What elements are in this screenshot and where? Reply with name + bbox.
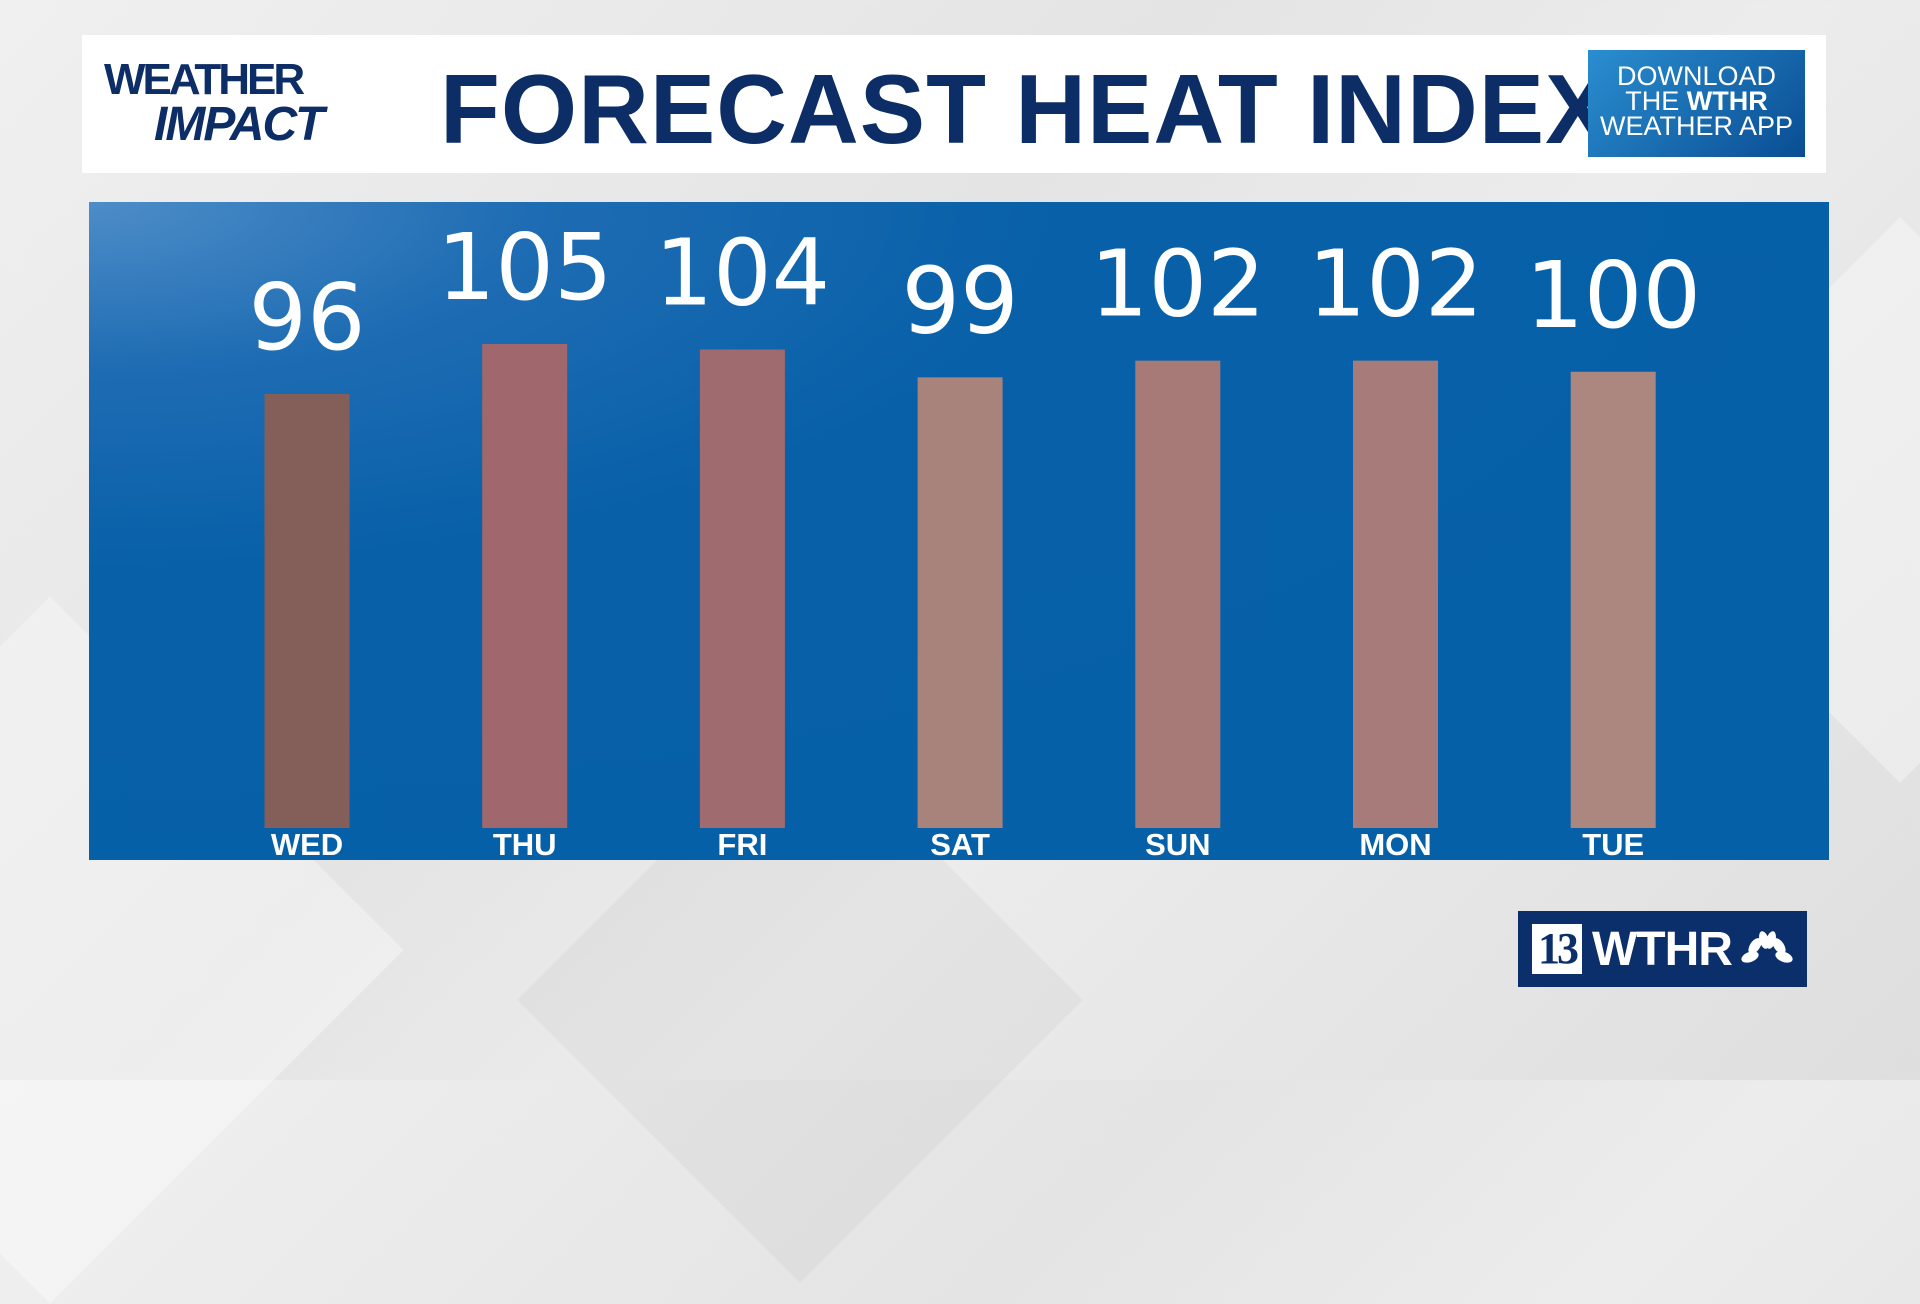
peacock-icon (1741, 931, 1793, 963)
bar-wed (264, 394, 350, 828)
day-label: SAT (930, 827, 990, 860)
bar-sat (917, 377, 1003, 828)
station-name: WTHR (1592, 923, 1733, 976)
page-title: FORECAST HEAT INDEX (440, 54, 1612, 164)
channel-number: 13 (1532, 924, 1582, 974)
download-line2b: WTHR (1686, 86, 1768, 116)
day-label: THU (493, 827, 557, 860)
value-label: 96 (248, 264, 365, 371)
download-line1: DOWNLOAD (1616, 61, 1776, 91)
day-label: MON (1359, 827, 1431, 860)
logo-line1: WEATHER (104, 55, 305, 104)
day-label: FRI (717, 827, 767, 860)
download-line3: WEATHER APP (1599, 111, 1794, 141)
header-bar: WEATHER IMPACT FORECAST HEAT INDEX DOWNL… (82, 35, 1826, 173)
download-app-button[interactable]: DOWNLOAD THE WTHR WEATHER APP (1588, 50, 1805, 157)
day-label: TUE (1582, 827, 1644, 860)
download-line2a: THE (1625, 86, 1687, 116)
value-label: 104 (655, 220, 831, 327)
day-label: WED (271, 827, 343, 860)
bar-thu (482, 343, 568, 828)
bar-tue (1570, 371, 1656, 828)
heat-index-chart: 96 WED 105 THU 104 FRI 99 SAT 102 SUN 102 MON 100 TUE (248, 214, 1701, 860)
bar-sun (1135, 360, 1221, 828)
bar-fri (699, 349, 785, 828)
value-label: 102 (1308, 231, 1484, 338)
wthr-logo: 13 WTHR (1518, 911, 1807, 987)
value-label: 102 (1090, 231, 1266, 338)
value-label: 100 (1525, 242, 1701, 349)
bar-mon (1353, 360, 1438, 828)
download-line2: THE WTHR (1588, 86, 1805, 116)
logo-line2: IMPACT (154, 98, 324, 151)
value-label: 99 (902, 247, 1019, 354)
chart-panel: 96 WED 105 THU 104 FRI 99 SAT 102 SUN 102 MON 100 TUE (89, 202, 1829, 860)
day-label: SUN (1145, 827, 1210, 860)
value-label: 105 (437, 214, 613, 321)
weather-impact-logo: WEATHER IMPACT (104, 55, 354, 155)
